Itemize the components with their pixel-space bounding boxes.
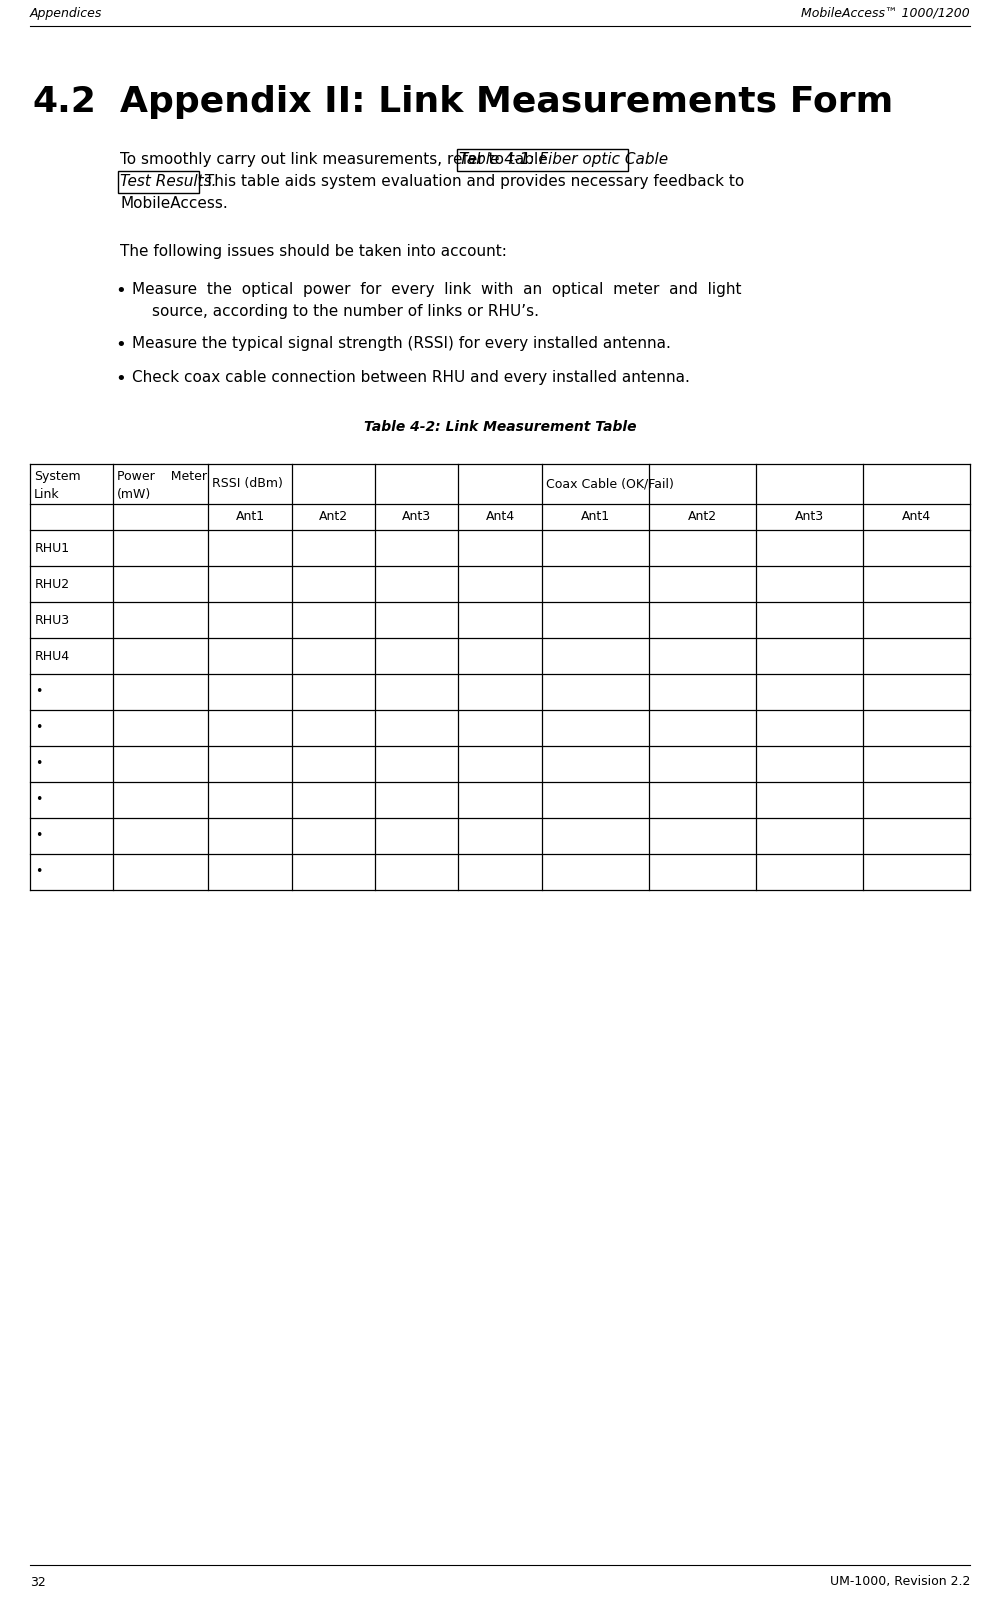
Text: Appendix II: Link Measurements Form: Appendix II: Link Measurements Form	[120, 85, 893, 118]
Text: 4.2: 4.2	[32, 85, 96, 118]
Text: Coax Cable (OK/Fail): Coax Cable (OK/Fail)	[546, 478, 674, 491]
Text: •: •	[35, 794, 42, 807]
Text: Ant2: Ant2	[688, 510, 717, 524]
Text: Measure the typical signal strength (RSSI) for every installed antenna.: Measure the typical signal strength (RSS…	[132, 336, 671, 352]
Text: 32: 32	[30, 1576, 46, 1588]
Text: Table 4-1: Fiber optic Cable: Table 4-1: Fiber optic Cable	[459, 152, 668, 168]
Text: •: •	[35, 722, 42, 735]
Text: •: •	[35, 829, 42, 842]
Text: •: •	[35, 686, 42, 698]
Text: •: •	[35, 866, 42, 879]
Text: RSSI (dBm): RSSI (dBm)	[212, 478, 283, 491]
Text: Ant1: Ant1	[581, 510, 610, 524]
Text: Ant2: Ant2	[319, 510, 348, 524]
Text: •: •	[115, 336, 126, 355]
Text: source, according to the number of links or RHU’s.: source, according to the number of links…	[152, 304, 539, 320]
Text: The following issues should be taken into account:: The following issues should be taken int…	[120, 244, 507, 259]
Text: RHU4: RHU4	[35, 649, 70, 663]
Text: MobileAccess.: MobileAccess.	[120, 197, 228, 211]
Text: Measure  the  optical  power  for  every  link  with  an  optical  meter  and  l: Measure the optical power for every link…	[132, 281, 742, 297]
Text: Check coax cable connection between RHU and every installed antenna.: Check coax cable connection between RHU …	[132, 371, 690, 385]
Text: •: •	[115, 281, 126, 300]
Text: RHU2: RHU2	[35, 577, 70, 591]
Text: This table aids system evaluation and provides necessary feedback to: This table aids system evaluation and pr…	[200, 174, 744, 189]
Text: RHU3: RHU3	[35, 614, 70, 626]
Text: Appendices: Appendices	[30, 6, 102, 19]
Text: Ant4: Ant4	[902, 510, 931, 524]
Text: Test Results.: Test Results.	[120, 174, 216, 189]
Text: Ant3: Ant3	[795, 510, 824, 524]
Text: Ant1: Ant1	[236, 510, 265, 524]
Text: •: •	[35, 757, 42, 770]
Text: Power    Meter
(mW): Power Meter (mW)	[117, 470, 207, 502]
Text: MobileAccess™ 1000/1200: MobileAccess™ 1000/1200	[801, 6, 970, 19]
Text: Ant4: Ant4	[485, 510, 515, 524]
Text: To smoothly carry out link measurements, refer to table: To smoothly carry out link measurements,…	[120, 152, 553, 168]
Text: RHU1: RHU1	[35, 542, 70, 555]
Text: UM-1000, Revision 2.2: UM-1000, Revision 2.2	[830, 1576, 970, 1588]
Text: Table 4-2: Link Measurement Table: Table 4-2: Link Measurement Table	[364, 420, 636, 435]
Text: System
Link: System Link	[34, 470, 81, 502]
Text: Ant3: Ant3	[402, 510, 431, 524]
Text: •: •	[115, 371, 126, 388]
